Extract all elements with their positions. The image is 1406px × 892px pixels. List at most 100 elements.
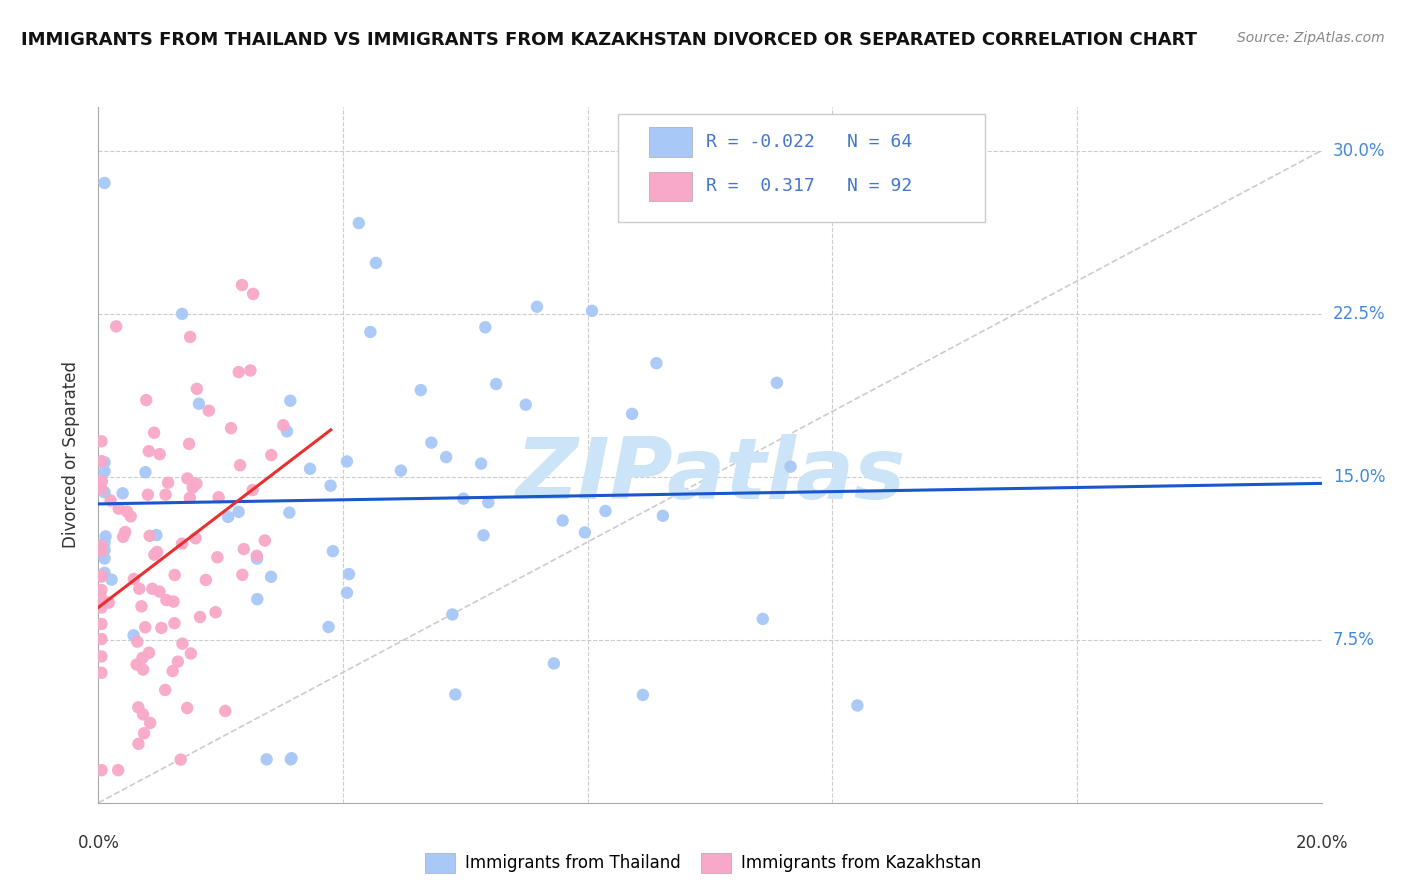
Point [90, 591, 112, 606]
Point [453, 491, 475, 506]
Point [179, 330, 201, 344]
Point [149, 447, 172, 461]
Point [93, 551, 115, 566]
Point [444, 688, 467, 702]
Point [472, 528, 495, 542]
Point [631, 688, 654, 702]
Point [198, 403, 221, 417]
FancyBboxPatch shape [648, 128, 692, 157]
Point [278, 393, 301, 408]
Point [207, 550, 229, 565]
Point [100, 493, 122, 508]
FancyBboxPatch shape [619, 114, 986, 222]
Point [207, 491, 229, 505]
Point [188, 610, 211, 624]
Point [180, 647, 202, 661]
Point [122, 628, 145, 642]
Point [260, 570, 283, 584]
Point [107, 763, 129, 777]
Point [246, 592, 269, 607]
Point [128, 582, 150, 596]
Point [90, 475, 112, 489]
Point [194, 573, 217, 587]
Point [114, 524, 136, 539]
Point [278, 506, 301, 520]
Point [231, 567, 253, 582]
Point [474, 320, 496, 334]
Point [90, 543, 112, 558]
Point [337, 567, 360, 582]
Point [138, 529, 160, 543]
Point [260, 448, 283, 462]
Point [90, 649, 112, 664]
Point [242, 483, 264, 497]
Point [162, 594, 184, 608]
Point [112, 530, 135, 544]
Point [651, 508, 673, 523]
Point [107, 501, 129, 516]
Point [181, 481, 204, 495]
Point [176, 471, 198, 485]
Point [172, 307, 194, 321]
Point [172, 637, 194, 651]
FancyBboxPatch shape [648, 171, 692, 201]
Point [319, 478, 342, 492]
Point [779, 459, 801, 474]
Point [359, 325, 381, 339]
Point [485, 377, 508, 392]
Point [90, 616, 112, 631]
Point [229, 458, 252, 472]
Point [143, 548, 166, 562]
Point [176, 701, 198, 715]
Point [204, 605, 226, 619]
Point [111, 486, 134, 500]
Point [246, 549, 269, 563]
Point [217, 510, 239, 524]
Point [115, 504, 138, 518]
Point [90, 482, 112, 496]
Point [138, 444, 160, 458]
Point [239, 363, 262, 377]
Legend: Immigrants from Thailand, Immigrants from Kazakhstan: Immigrants from Thailand, Immigrants fro… [419, 847, 987, 880]
Point [90, 434, 112, 449]
Point [184, 531, 207, 545]
Text: ZIPatlas: ZIPatlas [515, 434, 905, 517]
Point [246, 551, 269, 566]
Point [157, 475, 180, 490]
Point [131, 599, 153, 614]
Point [153, 682, 176, 697]
Point [169, 753, 191, 767]
Point [136, 488, 159, 502]
Point [127, 634, 149, 648]
Point [138, 646, 160, 660]
Point [163, 568, 186, 582]
Point [155, 488, 177, 502]
Point [90, 454, 112, 468]
Point [242, 286, 264, 301]
Point [93, 176, 115, 190]
Point [93, 566, 115, 580]
Point [581, 304, 603, 318]
Point [93, 543, 115, 558]
Point [232, 542, 254, 557]
Y-axis label: Divorced or Separated: Divorced or Separated [62, 361, 80, 549]
Point [186, 382, 208, 396]
Point [93, 485, 115, 500]
Point [336, 454, 359, 468]
Point [219, 421, 242, 435]
Point [526, 300, 548, 314]
Point [146, 545, 169, 559]
Point [271, 418, 294, 433]
Text: 22.5%: 22.5% [1333, 304, 1385, 323]
Point [322, 544, 344, 558]
Point [280, 752, 302, 766]
Point [141, 582, 163, 596]
Point [214, 704, 236, 718]
Point [179, 491, 201, 505]
Point [166, 655, 188, 669]
Point [105, 319, 128, 334]
Point [145, 528, 167, 542]
Point [336, 586, 359, 600]
Point [766, 376, 789, 390]
Text: 7.5%: 7.5% [1333, 631, 1375, 648]
